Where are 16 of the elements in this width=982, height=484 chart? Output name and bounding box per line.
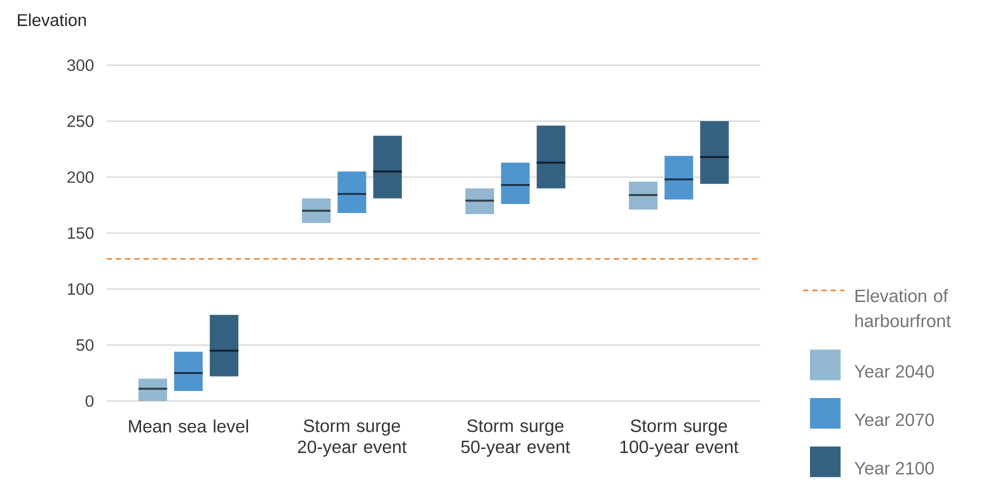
y-tick-label: 300 — [67, 59, 94, 72]
y-tick-label: 150 — [68, 227, 94, 239]
x-tick-label: Mean sea level — [129, 420, 248, 433]
y-axis-title: Elevation — [18, 14, 86, 26]
legend-label: Elevation of harbourfront — [855, 289, 951, 328]
y-tick-label: 50 — [76, 339, 94, 351]
y-tick-label: 100 — [68, 283, 94, 295]
y-tick-label: 0 — [86, 395, 94, 407]
legend-label: Year 2070 — [854, 414, 934, 426]
legend-label: Year 2100 — [854, 462, 934, 474]
legend-label: Year 2040 — [854, 365, 934, 378]
y-tick-label: 200 — [67, 171, 94, 183]
x-tick-label: Storm surge 100-year event — [620, 420, 738, 457]
y-tick-label: 250 — [67, 115, 94, 127]
x-tick-label: Storm surge 50-year event — [461, 420, 570, 457]
x-tick-label: Storm surge 20-year event — [298, 420, 407, 457]
